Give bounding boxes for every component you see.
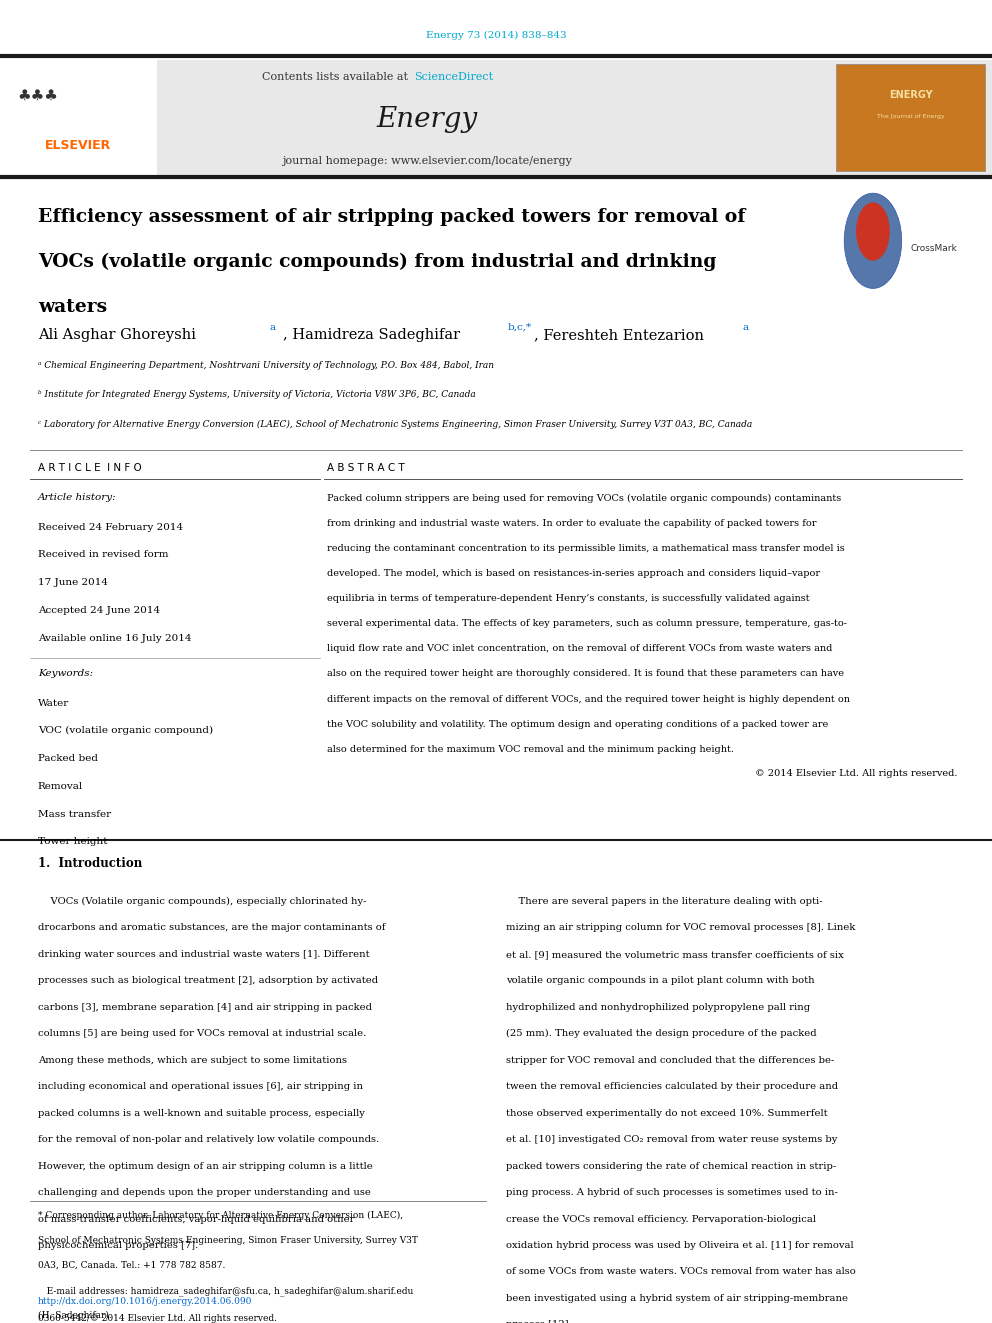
Text: Received 24 February 2014: Received 24 February 2014 <box>38 523 183 532</box>
Text: columns [5] are being used for VOCs removal at industrial scale.: columns [5] are being used for VOCs remo… <box>38 1029 366 1039</box>
Text: packed towers considering the rate of chemical reaction in strip-: packed towers considering the rate of ch… <box>506 1162 836 1171</box>
Text: A R T I C L E  I N F O: A R T I C L E I N F O <box>38 463 142 474</box>
Text: waters: waters <box>38 298 107 316</box>
FancyBboxPatch shape <box>836 64 985 171</box>
Text: Efficiency assessment of air stripping packed towers for removal of: Efficiency assessment of air stripping p… <box>38 208 745 226</box>
Text: volatile organic compounds in a pilot plant column with both: volatile organic compounds in a pilot pl… <box>506 976 814 986</box>
Text: packed columns is a well-known and suitable process, especially: packed columns is a well-known and suita… <box>38 1109 365 1118</box>
Text: Water: Water <box>38 699 69 708</box>
Text: ᶜ Laboratory for Alternative Energy Conversion (LAEC), School of Mechatronic Sys: ᶜ Laboratory for Alternative Energy Conv… <box>38 419 752 429</box>
Text: for the removal of non-polar and relatively low volatile compounds.: for the removal of non-polar and relativ… <box>38 1135 379 1144</box>
Text: reducing the contaminant concentration to its permissible limits, a mathematical: reducing the contaminant concentration t… <box>327 544 845 553</box>
Text: from drinking and industrial waste waters. In order to evaluate the capability o: from drinking and industrial waste water… <box>327 519 816 528</box>
Text: , Hamidreza Sadeghifar: , Hamidreza Sadeghifar <box>283 328 464 343</box>
Text: However, the optimum design of an air stripping column is a little: However, the optimum design of an air st… <box>38 1162 372 1171</box>
Text: (25 mm). They evaluated the design procedure of the packed: (25 mm). They evaluated the design proce… <box>506 1029 816 1039</box>
Text: including economical and operational issues [6], air stripping in: including economical and operational iss… <box>38 1082 363 1091</box>
Text: Keywords:: Keywords: <box>38 669 93 679</box>
Text: Received in revised form: Received in revised form <box>38 550 169 560</box>
Text: ᵇ Institute for Integrated Energy Systems, University of Victoria, Victoria V8W : ᵇ Institute for Integrated Energy System… <box>38 390 475 400</box>
Text: processes such as biological treatment [2], adsorption by activated: processes such as biological treatment [… <box>38 976 378 986</box>
Text: et al. [10] investigated CO₂ removal from water reuse systems by: et al. [10] investigated CO₂ removal fro… <box>506 1135 837 1144</box>
Text: VOCs (Volatile organic compounds), especially chlorinated hy-: VOCs (Volatile organic compounds), espec… <box>38 897 366 906</box>
Text: Packed column strippers are being used for removing VOCs (volatile organic compo: Packed column strippers are being used f… <box>327 493 841 503</box>
Text: Removal: Removal <box>38 782 83 791</box>
Text: VOC (volatile organic compound): VOC (volatile organic compound) <box>38 726 213 736</box>
Text: Tower height: Tower height <box>38 837 107 847</box>
Text: stripper for VOC removal and concluded that the differences be-: stripper for VOC removal and concluded t… <box>506 1056 834 1065</box>
Text: © 2014 Elsevier Ltd. All rights reserved.: © 2014 Elsevier Ltd. All rights reserved… <box>755 769 957 778</box>
Text: a: a <box>742 323 748 332</box>
Text: CrossMark: CrossMark <box>911 245 957 253</box>
Text: several experimental data. The effects of key parameters, such as column pressur: several experimental data. The effects o… <box>327 619 847 628</box>
Text: also on the required tower height are thoroughly considered. It is found that th: also on the required tower height are th… <box>327 669 844 679</box>
Text: Ali Asghar Ghoreyshi: Ali Asghar Ghoreyshi <box>38 328 200 343</box>
Text: Accepted 24 June 2014: Accepted 24 June 2014 <box>38 606 160 615</box>
Text: been investigated using a hybrid system of air stripping-membrane: been investigated using a hybrid system … <box>506 1294 848 1303</box>
Text: of some VOCs from waste waters. VOCs removal from water has also: of some VOCs from waste waters. VOCs rem… <box>506 1267 856 1277</box>
Text: tween the removal efficiencies calculated by their procedure and: tween the removal efficiencies calculate… <box>506 1082 838 1091</box>
Text: A B S T R A C T: A B S T R A C T <box>327 463 405 474</box>
Text: those observed experimentally do not exceed 10%. Summerfelt: those observed experimentally do not exc… <box>506 1109 827 1118</box>
Text: journal homepage: www.elsevier.com/locate/energy: journal homepage: www.elsevier.com/locat… <box>282 156 571 167</box>
Text: equilibria in terms of temperature-dependent Henry’s constants, is successfully : equilibria in terms of temperature-depen… <box>327 594 810 603</box>
Text: Energy 73 (2014) 838–843: Energy 73 (2014) 838–843 <box>426 32 566 40</box>
Text: Packed bed: Packed bed <box>38 754 97 763</box>
Text: The Journal of Energy: The Journal of Energy <box>877 114 944 119</box>
Text: 0360-5442/© 2014 Elsevier Ltd. All rights reserved.: 0360-5442/© 2014 Elsevier Ltd. All right… <box>38 1314 277 1323</box>
Text: There are several papers in the literature dealing with opti-: There are several papers in the literatu… <box>506 897 822 906</box>
FancyBboxPatch shape <box>0 60 157 175</box>
Text: , Fereshteh Entezarion: , Fereshteh Entezarion <box>534 328 708 343</box>
Text: ping process. A hybrid of such processes is sometimes used to in-: ping process. A hybrid of such processes… <box>506 1188 838 1197</box>
Text: 1.  Introduction: 1. Introduction <box>38 857 142 871</box>
Text: drocarbons and aromatic substances, are the major contaminants of: drocarbons and aromatic substances, are … <box>38 923 385 933</box>
Text: different impacts on the removal of different VOCs, and the required tower heigh: different impacts on the removal of diff… <box>327 695 850 704</box>
Text: physicochemical properties [7].: physicochemical properties [7]. <box>38 1241 198 1250</box>
Text: liquid flow rate and VOC inlet concentration, on the removal of different VOCs f: liquid flow rate and VOC inlet concentra… <box>327 644 832 654</box>
Text: (H. Sadeghifar).: (H. Sadeghifar). <box>38 1311 111 1320</box>
Text: mizing an air stripping column for VOC removal processes [8]. Linek: mizing an air stripping column for VOC r… <box>506 923 855 933</box>
Text: ᵃ Chemical Engineering Department, Noshtrvani University of Technology, P.O. Box: ᵃ Chemical Engineering Department, Nosht… <box>38 361 494 370</box>
Text: challenging and depends upon the proper understanding and use: challenging and depends upon the proper … <box>38 1188 371 1197</box>
Text: hydrophilized and nonhydrophilized polypropylene pall ring: hydrophilized and nonhydrophilized polyp… <box>506 1003 810 1012</box>
Text: * Corresponding author. Laboratory for Alternative Energy Conversion (LAEC),: * Corresponding author. Laboratory for A… <box>38 1211 403 1220</box>
Ellipse shape <box>856 202 890 261</box>
Text: developed. The model, which is based on resistances-in-series approach and consi: developed. The model, which is based on … <box>327 569 820 578</box>
Text: et al. [9] measured the volumetric mass transfer coefficients of six: et al. [9] measured the volumetric mass … <box>506 950 843 959</box>
Text: Available online 16 July 2014: Available online 16 July 2014 <box>38 634 191 643</box>
Text: drinking water sources and industrial waste waters [1]. Different: drinking water sources and industrial wa… <box>38 950 369 959</box>
Text: process [12].: process [12]. <box>506 1320 571 1323</box>
Text: oxidation hybrid process was used by Oliveira et al. [11] for removal: oxidation hybrid process was used by Oli… <box>506 1241 853 1250</box>
Text: carbons [3], membrane separation [4] and air stripping in packed: carbons [3], membrane separation [4] and… <box>38 1003 372 1012</box>
Text: 0A3, BC, Canada. Tel.: +1 778 782 8587.: 0A3, BC, Canada. Tel.: +1 778 782 8587. <box>38 1261 225 1270</box>
Text: E-mail addresses: hamidreza_sadeghifar@sfu.ca, h_sadeghifar@alum.sharif.edu: E-mail addresses: hamidreza_sadeghifar@s… <box>38 1286 413 1295</box>
Text: ScienceDirect: ScienceDirect <box>414 71 493 82</box>
Text: also determined for the maximum VOC removal and the minimum packing height.: also determined for the maximum VOC remo… <box>327 745 734 754</box>
Text: Energy: Energy <box>376 106 477 132</box>
Ellipse shape <box>844 193 902 288</box>
Text: School of Mechatronic Systems Engineering, Simon Fraser University, Surrey V3T: School of Mechatronic Systems Engineerin… <box>38 1236 418 1245</box>
Text: ♣♣♣: ♣♣♣ <box>17 87 59 103</box>
Text: Among these methods, which are subject to some limitations: Among these methods, which are subject t… <box>38 1056 346 1065</box>
Text: b,c,*: b,c,* <box>508 323 532 332</box>
Text: crease the VOCs removal efficiency. Pervaporation-biological: crease the VOCs removal efficiency. Perv… <box>506 1215 815 1224</box>
Text: http://dx.doi.org/10.1016/j.energy.2014.06.090: http://dx.doi.org/10.1016/j.energy.2014.… <box>38 1297 252 1306</box>
Text: Mass transfer: Mass transfer <box>38 810 111 819</box>
Text: Article history:: Article history: <box>38 493 116 503</box>
Text: 17 June 2014: 17 June 2014 <box>38 578 108 587</box>
Text: a: a <box>270 323 276 332</box>
Text: of mass transfer coefficients, vapor-liquid equilibria and other: of mass transfer coefficients, vapor-liq… <box>38 1215 354 1224</box>
Text: VOCs (volatile organic compounds) from industrial and drinking: VOCs (volatile organic compounds) from i… <box>38 253 716 271</box>
Text: Contents lists available at: Contents lists available at <box>262 71 412 82</box>
Text: ENERGY: ENERGY <box>889 90 932 101</box>
Text: the VOC solubility and volatility. The optimum design and operating conditions o: the VOC solubility and volatility. The o… <box>327 720 828 729</box>
FancyBboxPatch shape <box>0 60 992 175</box>
Text: ELSEVIER: ELSEVIER <box>46 139 111 152</box>
